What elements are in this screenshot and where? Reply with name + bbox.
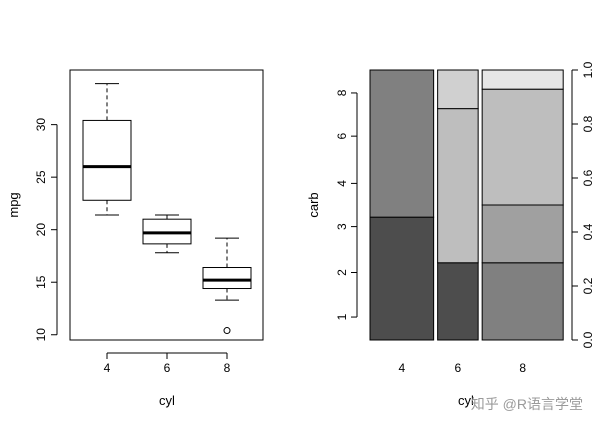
boxplot-x-tick-label: 4 [104, 361, 111, 375]
spineplot-left-tick-label: 6 [335, 132, 349, 139]
spineplot-left-tick-label: 8 [335, 89, 349, 96]
box-outlier [223, 327, 231, 335]
spineplot-ylabel: carb [306, 192, 321, 217]
spineplot-bars [369, 69, 564, 341]
box-8 [202, 237, 252, 335]
boxplot-panel: 10 15 20 25 30 4 6 8 cyl mpg [6, 69, 264, 408]
box-body [82, 119, 132, 201]
boxplot-ylabel: mpg [6, 192, 21, 217]
spine-column-8 [481, 69, 564, 341]
spine-segment [481, 88, 564, 206]
boxplot-y-tick-label: 15 [34, 275, 48, 289]
spineplot-x-tick-label: 8 [519, 361, 526, 375]
boxplot-y-axis: 10 15 20 25 30 [34, 118, 58, 342]
boxplot-y-tick-label: 10 [34, 328, 48, 342]
spineplot-x-tick-label: 6 [455, 361, 462, 375]
spineplot-x-tick-label: 4 [398, 361, 405, 375]
spine-segment [369, 216, 435, 341]
spine-segment [481, 69, 564, 90]
boxplot-x-tick-label: 6 [164, 361, 171, 375]
spine-segment [481, 262, 564, 341]
boxplot-boxes [82, 83, 252, 335]
spine-column-6 [437, 69, 479, 341]
spineplot-right-tick-label: 0.8 [581, 115, 595, 132]
spineplot-left-axis: 1 2 3 4 6 8 [335, 89, 358, 320]
spine-column-4 [369, 69, 435, 341]
spineplot-right-tick-label: 0.6 [581, 169, 595, 186]
boxplot-x-tick-label: 8 [224, 361, 231, 375]
watermark: 知乎 @R语言学堂 [471, 396, 583, 412]
spineplot-right-tick-label: 1.0 [581, 61, 595, 78]
spine-segment [437, 69, 479, 110]
box-body [202, 267, 252, 290]
spineplot-x-axis: 4 6 8 [398, 361, 526, 375]
spine-segment [437, 262, 479, 341]
spineplot-right-tick-label: 0.4 [581, 223, 595, 240]
boxplot-y-tick-label: 30 [34, 118, 48, 132]
spine-segment [481, 204, 564, 264]
boxplot-y-tick-label: 25 [34, 170, 48, 184]
spineplot-right-tick-label: 0.2 [581, 277, 595, 294]
boxplot-frame [69, 69, 264, 341]
spineplot-panel: 1 2 3 4 6 8 0.0 0.2 0.4 0.6 0.8 1.0 4 6 8 cyl carb [306, 61, 595, 408]
boxplot-x-axis: 4 6 8 [104, 352, 231, 375]
spineplot-right-tick-label: 0.0 [581, 331, 595, 348]
spine-segment [437, 108, 479, 264]
spineplot-left-tick-label: 4 [335, 180, 349, 187]
boxplot-xlabel: cyl [159, 393, 175, 408]
spineplot-left-tick-label: 3 [335, 223, 349, 230]
spineplot-left-tick-label: 1 [335, 313, 349, 320]
spine-segment [369, 69, 435, 218]
spineplot-left-tick-label: 2 [335, 269, 349, 276]
boxplot-y-tick-label: 20 [34, 223, 48, 237]
box-4 [82, 83, 132, 216]
spineplot-right-axis: 0.0 0.2 0.4 0.6 0.8 1.0 [571, 61, 595, 348]
spineplot-xlabel: cyl [458, 393, 474, 408]
box-6 [142, 214, 192, 254]
